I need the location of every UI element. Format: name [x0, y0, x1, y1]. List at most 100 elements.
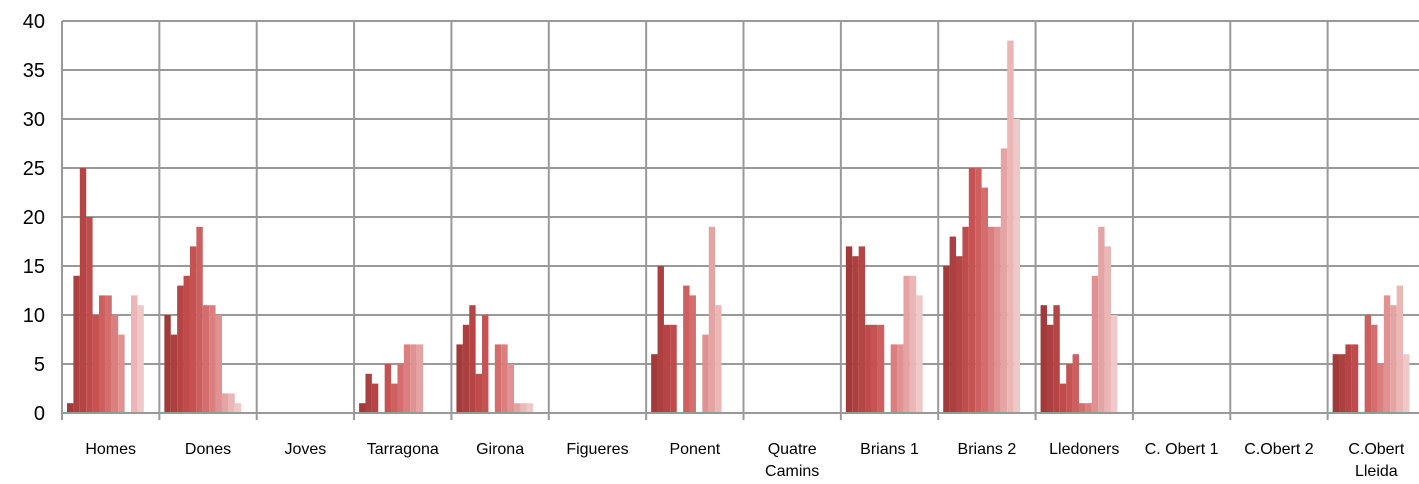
- bar: [1085, 403, 1092, 413]
- bar: [118, 334, 125, 413]
- bar: [67, 403, 74, 413]
- category-label: Girona: [476, 441, 524, 458]
- category-label: Ponent: [669, 441, 720, 458]
- bar: [462, 324, 470, 413]
- y-tick-label: 10: [23, 305, 45, 327]
- bar: [962, 226, 969, 413]
- bar: [391, 383, 398, 413]
- bar: [234, 403, 242, 413]
- bar: [209, 305, 216, 413]
- y-tick-label: 25: [23, 158, 45, 180]
- bar: [137, 305, 144, 413]
- bar: [670, 324, 677, 413]
- category-label: Brians 2: [958, 441, 1017, 458]
- bar: [183, 275, 190, 413]
- y-tick-label: 20: [23, 207, 45, 229]
- bar: [683, 285, 690, 413]
- bar: [1078, 403, 1086, 413]
- bar: [228, 393, 235, 413]
- bar: [526, 403, 534, 413]
- bar: [1104, 246, 1111, 413]
- bar: [708, 226, 716, 413]
- bar: [111, 315, 119, 413]
- bar: [1046, 324, 1054, 413]
- bar: [1066, 364, 1073, 413]
- bar: [852, 256, 859, 413]
- category-label: Lleida: [1355, 463, 1398, 480]
- bars: [67, 40, 1410, 413]
- bar: [956, 256, 963, 413]
- bar: [1364, 315, 1372, 413]
- bar: [196, 226, 203, 413]
- bar: [975, 168, 982, 413]
- bar: [131, 295, 138, 413]
- bar: [1000, 148, 1008, 413]
- bar: [221, 393, 229, 413]
- bar: [689, 295, 696, 413]
- grid: [61, 20, 1419, 420]
- bar: [1351, 344, 1359, 413]
- bar: [371, 383, 379, 413]
- bar: [177, 285, 184, 413]
- bar: [365, 373, 372, 413]
- y-tick-label: 30: [23, 109, 45, 131]
- bar: [909, 275, 917, 413]
- bar: [865, 324, 872, 413]
- bar: [384, 364, 392, 413]
- bar: [1013, 119, 1021, 413]
- bar: [92, 315, 99, 413]
- bar: [1377, 364, 1384, 413]
- bar: [916, 295, 923, 413]
- bar: [1110, 315, 1118, 413]
- category-label: Tarragona: [367, 441, 439, 458]
- bar: [988, 226, 995, 413]
- bar: [890, 344, 898, 413]
- bar: [1339, 354, 1346, 413]
- bar: [501, 344, 508, 413]
- bar: [1091, 275, 1099, 413]
- bar: [416, 344, 424, 413]
- bar: [469, 305, 476, 413]
- y-tick-label: 0: [34, 403, 45, 425]
- bar: [1053, 305, 1060, 413]
- bar: [189, 246, 197, 413]
- bar: [981, 187, 989, 413]
- bar: [520, 403, 527, 413]
- bar: [968, 168, 976, 413]
- bar: [903, 275, 910, 413]
- bar: [1332, 354, 1340, 413]
- bar: [877, 324, 885, 413]
- bar: [1345, 344, 1352, 413]
- bar: [702, 334, 709, 413]
- y-tick-label: 40: [23, 11, 45, 33]
- bar: [1383, 295, 1391, 413]
- bar: [79, 168, 87, 413]
- bar: [1371, 324, 1378, 413]
- bar: [215, 315, 222, 413]
- category-label: Quatre: [768, 441, 817, 458]
- bar: [482, 315, 489, 413]
- bar: [651, 354, 658, 413]
- bar: [410, 344, 417, 413]
- bar: [871, 324, 878, 413]
- bar: [943, 266, 950, 413]
- bar: [663, 324, 671, 413]
- bar: [403, 344, 411, 413]
- bar: [994, 226, 1001, 413]
- bar: [507, 364, 515, 413]
- bar: [1098, 226, 1105, 413]
- bar: [86, 217, 93, 413]
- category-label: Joves: [284, 441, 326, 458]
- bar: [657, 266, 664, 413]
- category-label: Homes: [85, 441, 136, 458]
- bar: [475, 373, 483, 413]
- category-label: Camins: [765, 463, 819, 480]
- bar: [1059, 383, 1067, 413]
- category-label: C. Obert 1: [1145, 441, 1219, 458]
- category-label: Lledoners: [1049, 441, 1119, 458]
- bar: [99, 295, 106, 413]
- bar: [1040, 305, 1047, 413]
- y-tick-label: 15: [23, 256, 45, 278]
- bar: [359, 403, 366, 413]
